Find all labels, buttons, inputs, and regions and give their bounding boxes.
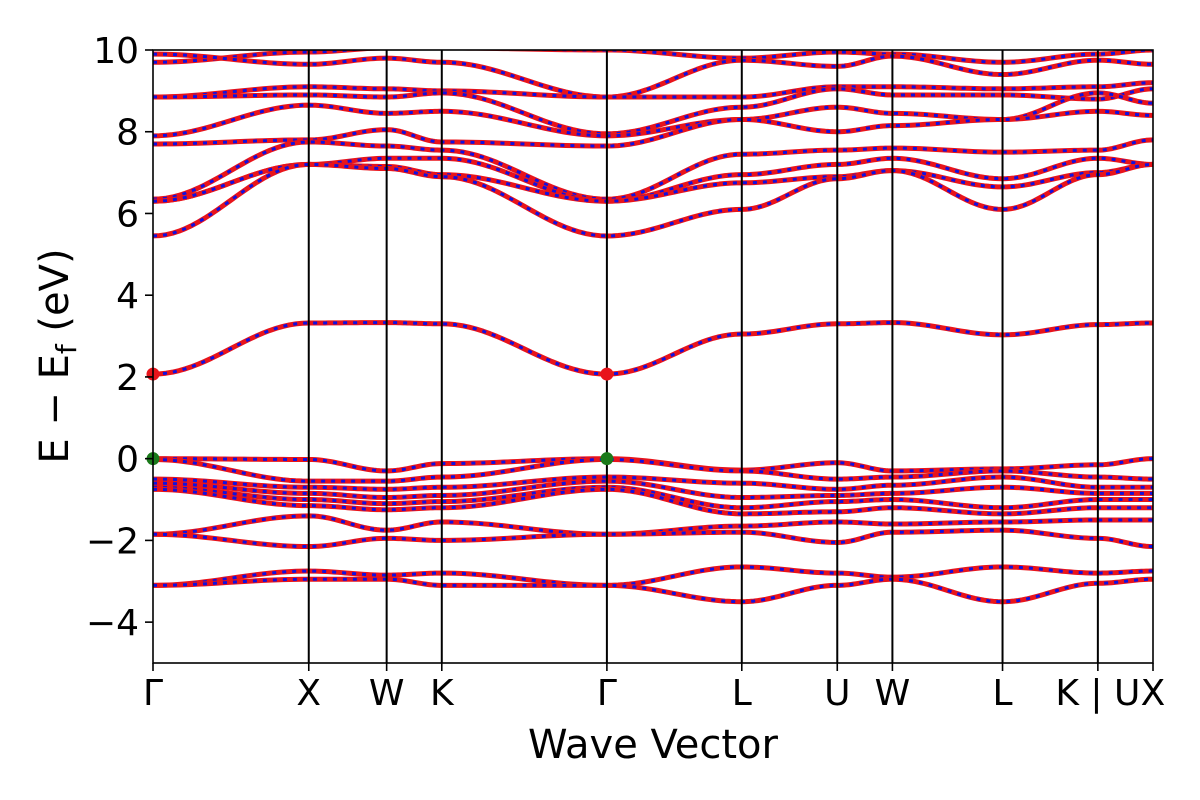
y-tick-label: 10 [93,31,139,72]
y-tick-label: −4 [86,603,139,644]
y-tick-label: −2 [86,521,139,562]
y-tick-label: 8 [116,113,139,154]
marker-vbm [600,452,614,466]
band-c3-spin-down [153,138,1153,201]
y-axis-title-unit: (eV) [32,248,78,344]
band-v3-spin-down [153,475,1153,491]
y-tick-label: 4 [116,276,139,317]
band-c9-spin-down [153,50,1153,64]
y-tick-label: 2 [116,358,139,399]
k-path-lines [307,50,1099,663]
band-c7-spin-down [153,81,1153,99]
band-c5-spin-down [153,91,1153,138]
y-axis-ticks: −4 −2 0 2 4 6 8 10 [86,31,153,644]
y-tick-label: 6 [116,194,139,235]
x-tick-label: W [875,673,911,714]
x-tick-label: K | U [1055,673,1140,714]
x-tick-label: K [430,673,455,714]
plot-frame [152,49,1154,664]
band-c6-spin-down [153,87,1153,136]
y-axis-title-main: E − E [32,354,78,464]
y-axis-title-subscript: f [50,343,83,354]
x-tick-label: X [296,673,321,714]
band-c2-spin-down [153,156,1153,203]
x-tick-label: Γ [143,673,163,714]
y-tick-label: 0 [116,440,139,481]
x-axis-title: Wave Vector [528,722,779,768]
x-tick-label: X [1141,673,1166,714]
x-tick-label: L [732,673,752,714]
x-tick-label: U [824,673,850,714]
marker-cbm [600,367,614,381]
x-tick-label: Γ [597,673,617,714]
x-tick-label: L [993,673,1013,714]
x-tick-label: W [369,673,405,714]
y-axis-title: E − Ef (eV) [32,248,83,463]
